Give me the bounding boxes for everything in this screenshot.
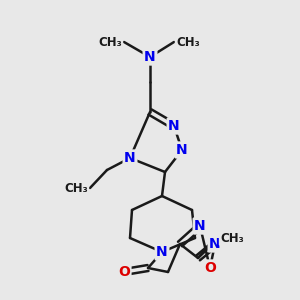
Text: CH₃: CH₃ xyxy=(220,232,244,244)
Text: N: N xyxy=(194,219,206,233)
Text: CH₃: CH₃ xyxy=(98,35,122,49)
Text: O: O xyxy=(204,261,216,275)
Text: N: N xyxy=(168,119,180,133)
Text: N: N xyxy=(209,237,221,251)
Text: O: O xyxy=(118,265,130,279)
Text: CH₃: CH₃ xyxy=(176,35,200,49)
Text: CH₃: CH₃ xyxy=(64,182,88,194)
Text: N: N xyxy=(124,151,136,165)
Text: N: N xyxy=(156,245,168,259)
Text: N: N xyxy=(144,50,156,64)
Text: N: N xyxy=(176,143,188,157)
